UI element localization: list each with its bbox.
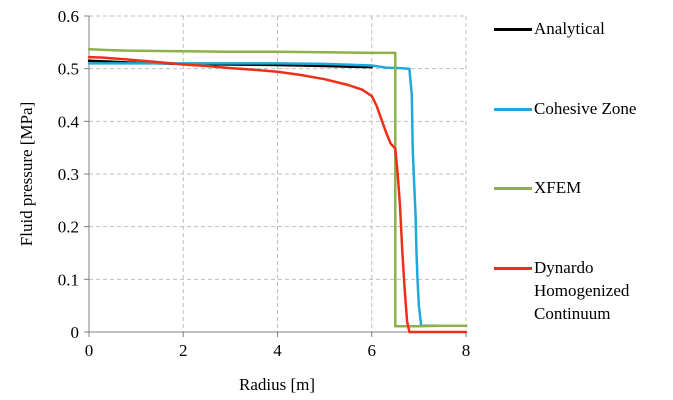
legend-swatch-dynardo (494, 267, 532, 270)
x-tick-label: 2 (179, 341, 188, 360)
legend-item-analytical: Analytical (494, 17, 605, 40)
legend-label-cohesive-zone: Cohesive Zone (534, 99, 637, 118)
y-tick-label: 0.2 (58, 218, 79, 237)
x-tick-label: 0 (85, 341, 94, 360)
x-axis-label: Radius [m] (239, 375, 315, 394)
x-tick-label: 4 (273, 341, 282, 360)
y-tick-label: 0 (71, 323, 80, 342)
legend-item-dynardo: Dynardo Homogenized Continuum (494, 256, 629, 325)
legend-label-dynardo: Dynardo Homogenized Continuum (534, 258, 630, 323)
y-tick-label: 0.5 (58, 60, 79, 79)
grid-lines (89, 15, 467, 332)
series-lines (87, 47, 468, 334)
y-tick-label: 0.4 (58, 112, 80, 131)
legend-item-xfem: XFEM (494, 176, 581, 199)
legend-swatch-cohesive-zone (494, 108, 532, 111)
x-tick-label: 6 (368, 341, 377, 360)
legend-swatch-analytical (494, 28, 532, 31)
legend-label-xfem: XFEM (534, 178, 582, 197)
x-tick-labels: 0 2 4 6 8 (85, 341, 471, 360)
y-tick-label: 0.3 (58, 165, 79, 184)
axes (84, 15, 467, 337)
series-line-2 (87, 62, 468, 327)
x-tick-label: 8 (462, 341, 471, 360)
y-axis-label: Fluid pressure [MPa] (17, 102, 36, 246)
legend-swatch-xfem (494, 187, 532, 190)
legend: Analytical Cohesive Zone XFEM Dynardo Ho… (494, 0, 673, 400)
series-line-4 (87, 55, 468, 334)
series-line-3 (87, 47, 468, 328)
y-tick-label: 0.1 (58, 270, 79, 289)
legend-label-analytical: Analytical (534, 19, 605, 38)
legend-item-cohesive-zone: Cohesive Zone (494, 97, 636, 120)
y-tick-label: 0.6 (58, 7, 79, 26)
y-tick-labels: 0 0.1 0.2 0.3 0.4 0.5 0.6 (58, 7, 80, 342)
